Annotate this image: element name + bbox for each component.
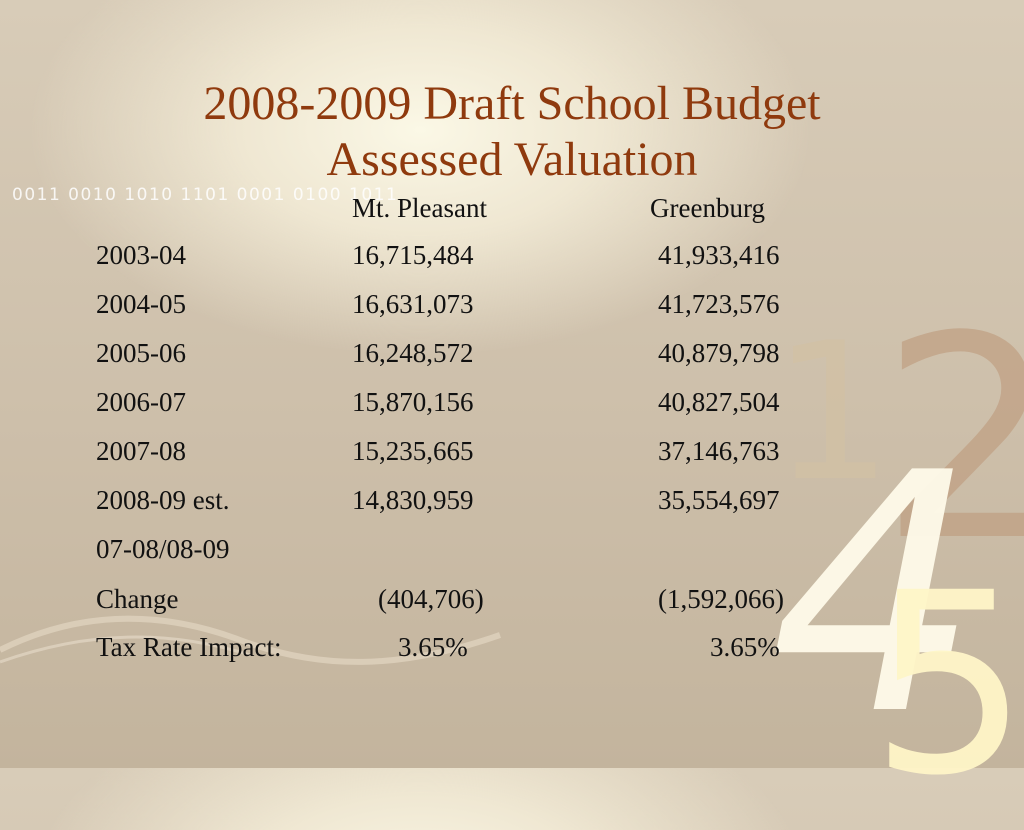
table-row: 2006-07 15,870,156 40,827,504	[0, 387, 1024, 427]
row-greenburg-value: 40,827,504	[658, 387, 780, 417]
decorative-digit-2: 2	[880, 277, 1024, 603]
row-greenburg-value: 41,933,416	[658, 240, 780, 270]
row-greenburg-value: 37,146,763	[658, 436, 780, 466]
row-mt-pleasant-value: 16,631,073	[352, 289, 474, 319]
change-row: Change (404,706) (1,592,066)	[0, 584, 1024, 624]
decorative-digit-1: 1	[772, 302, 893, 523]
tax-impact-label: Tax Rate Impact:	[96, 632, 282, 662]
column-header-greenburg: Greenburg	[650, 193, 765, 223]
change-label: Change	[96, 584, 179, 614]
change-period-row: 07-08/08-09	[0, 534, 1024, 574]
row-greenburg-value: 41,723,576	[658, 289, 780, 319]
row-year: 2006-07	[96, 387, 186, 417]
row-year: 2007-08	[96, 436, 186, 466]
title-line-2: Assessed Valuation	[326, 133, 698, 186]
row-mt-pleasant-value: 16,715,484	[352, 240, 474, 270]
table-row: 2008-09 est. 14,830,959 35,554,697	[0, 485, 1024, 525]
change-greenburg-value: (1,592,066)	[658, 584, 784, 614]
row-greenburg-value: 40,879,798	[658, 338, 780, 368]
row-year: 2008-09 est.	[96, 485, 230, 515]
row-year: 2005-06	[96, 338, 186, 368]
tax-impact-mt-pleasant-value: 3.65%	[398, 632, 468, 662]
change-mt-pleasant-value: (404,706)	[378, 584, 484, 614]
slide: 0011 0010 1010 1101 0001 0100 1011 1 2 4…	[0, 76, 1024, 810]
table-row: 2007-08 15,235,665 37,146,763	[0, 436, 1024, 476]
change-period-label: 07-08/08-09	[96, 534, 230, 564]
row-mt-pleasant-value: 15,235,665	[352, 436, 474, 466]
slide-title: 2008-2009 Draft School Budget Assessed V…	[0, 76, 1024, 188]
column-header-mt-pleasant: Mt. Pleasant	[352, 193, 487, 223]
tax-impact-greenburg-value: 3.65%	[710, 632, 780, 662]
row-mt-pleasant-value: 15,870,156	[352, 387, 474, 417]
row-mt-pleasant-value: 14,830,959	[352, 485, 474, 515]
table-row: 2003-04 16,715,484 41,933,416	[0, 240, 1024, 280]
title-line-1: 2008-2009 Draft School Budget	[203, 77, 821, 130]
binary-decoration: 0011 0010 1010 1101 0001 0100 1011	[12, 185, 399, 205]
decorative-digit-4: 4	[770, 403, 980, 787]
row-year: 2003-04	[96, 240, 186, 270]
table-header: Mt. Pleasant Greenburg	[0, 193, 1024, 233]
row-year: 2004-05	[96, 289, 186, 319]
decorative-swoosh	[0, 615, 501, 665]
row-greenburg-value: 35,554,697	[658, 485, 780, 515]
tax-impact-row: Tax Rate Impact: 3.65% 3.65%	[0, 632, 1024, 672]
table-row: 2005-06 16,248,572 40,879,798	[0, 338, 1024, 378]
table-row: 2004-05 16,631,073 41,723,576	[0, 289, 1024, 329]
row-mt-pleasant-value: 16,248,572	[352, 338, 474, 368]
